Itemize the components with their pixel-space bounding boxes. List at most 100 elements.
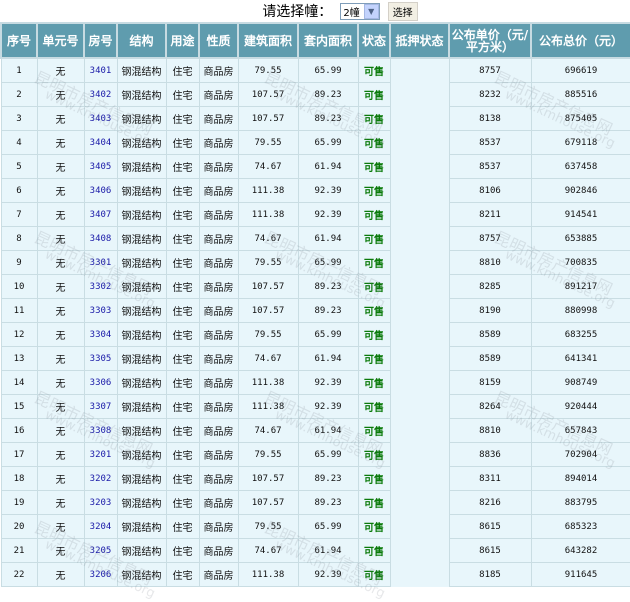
cell-total-price: 643282 xyxy=(530,538,630,563)
table-row: 15 无 3307 钢混结构 住宅 商品房 111.38 92.39 可售 8264 920444 xyxy=(0,394,630,419)
cell-mortgage xyxy=(389,226,450,251)
cell-status: 可售 xyxy=(357,442,391,467)
cell-seq: 18 xyxy=(0,466,38,491)
column-header-seq[interactable]: 序号 xyxy=(0,22,38,59)
cell-room[interactable]: 3403 xyxy=(83,106,118,131)
cell-room[interactable]: 3308 xyxy=(83,418,118,443)
cell-room[interactable]: 3205 xyxy=(83,538,118,563)
cell-room[interactable]: 3406 xyxy=(83,178,118,203)
cell-nature: 商品房 xyxy=(198,322,239,347)
cell-room[interactable]: 3305 xyxy=(83,346,118,371)
cell-total-price: 653885 xyxy=(530,226,630,251)
cell-unit: 无 xyxy=(36,274,85,299)
column-header-total-price[interactable]: 公布总价（元） xyxy=(530,22,630,59)
column-header-unit-price[interactable]: 公布单价（元/平方米） xyxy=(448,22,532,59)
cell-seq: 14 xyxy=(0,370,38,395)
cell-room[interactable]: 3304 xyxy=(83,322,118,347)
cell-mortgage xyxy=(389,370,450,395)
cell-status: 可售 xyxy=(357,274,391,299)
column-header-mortgage[interactable]: 抵押状态 xyxy=(389,22,450,59)
table-row: 10 无 3302 钢混结构 住宅 商品房 107.57 89.23 可售 8285 891217 xyxy=(0,274,630,299)
cell-nature: 商品房 xyxy=(198,274,239,299)
table-row: 19 无 3203 钢混结构 住宅 商品房 107.57 89.23 可售 8216 883795 xyxy=(0,490,630,515)
cell-unit-price: 8185 xyxy=(448,562,532,587)
cell-inner-area: 65.99 xyxy=(297,250,359,275)
cell-room[interactable]: 3303 xyxy=(83,298,118,323)
cell-unit-price: 8264 xyxy=(448,394,532,419)
column-header-inner-area[interactable]: 套内面积 xyxy=(297,22,359,59)
cell-nature: 商品房 xyxy=(198,130,239,155)
cell-room[interactable]: 3307 xyxy=(83,394,118,419)
cell-total-price: 679118 xyxy=(530,130,630,155)
cell-inner-area: 65.99 xyxy=(297,442,359,467)
column-header-status[interactable]: 状态 xyxy=(357,22,391,59)
column-header-unit[interactable]: 单元号 xyxy=(36,22,85,59)
cell-usage: 住宅 xyxy=(165,226,200,251)
chevron-down-icon[interactable]: ▼ xyxy=(363,3,379,19)
cell-room[interactable]: 3201 xyxy=(83,442,118,467)
cell-usage: 住宅 xyxy=(165,57,200,83)
cell-gross-area: 79.55 xyxy=(237,57,299,83)
cell-room[interactable]: 3405 xyxy=(83,154,118,179)
cell-seq: 4 xyxy=(0,130,38,155)
cell-room[interactable]: 3401 xyxy=(83,57,118,83)
cell-room[interactable]: 3302 xyxy=(83,274,118,299)
cell-total-price: 883795 xyxy=(530,490,630,515)
cell-room[interactable]: 3408 xyxy=(83,226,118,251)
cell-inner-area: 89.23 xyxy=(297,274,359,299)
table-row: 3 无 3403 钢混结构 住宅 商品房 107.57 89.23 可售 8138 875405 xyxy=(0,106,630,131)
cell-room[interactable]: 3402 xyxy=(83,82,118,107)
cell-unit-price: 8810 xyxy=(448,418,532,443)
cell-unit: 无 xyxy=(36,442,85,467)
column-header-structure[interactable]: 结构 xyxy=(116,22,167,59)
cell-usage: 住宅 xyxy=(165,106,200,131)
cell-nature: 商品房 xyxy=(198,466,239,491)
cell-room[interactable]: 3206 xyxy=(83,562,118,587)
cell-gross-area: 107.57 xyxy=(237,490,299,515)
cell-total-price: 875405 xyxy=(530,106,630,131)
cell-total-price: 908749 xyxy=(530,370,630,395)
table-row: 22 无 3206 钢混结构 住宅 商品房 111.38 92.39 可售 8185 911645 xyxy=(0,562,630,587)
cell-gross-area: 74.67 xyxy=(237,346,299,371)
cell-structure: 钢混结构 xyxy=(116,370,167,395)
cell-unit: 无 xyxy=(36,394,85,419)
cell-unit-price: 8810 xyxy=(448,250,532,275)
cell-room[interactable]: 3404 xyxy=(83,130,118,155)
housing-table: 序号 单元号 房号 结构 用途 性质 建筑面积 套内面积 状态 抵押状态 公布单价（元/平方米） 公布… xyxy=(0,22,630,587)
cell-mortgage xyxy=(389,322,450,347)
column-header-room[interactable]: 房号 xyxy=(83,22,118,59)
cell-unit: 无 xyxy=(36,226,85,251)
cell-room[interactable]: 3202 xyxy=(83,466,118,491)
cell-room[interactable]: 3204 xyxy=(83,514,118,539)
table-row: 1 无 3401 钢混结构 住宅 商品房 79.55 65.99 可售 8757 696619 xyxy=(0,57,630,83)
select-button[interactable]: 选择 xyxy=(387,1,418,21)
cell-status: 可售 xyxy=(357,562,391,587)
cell-inner-area: 92.39 xyxy=(297,562,359,587)
cell-seq: 7 xyxy=(0,202,38,227)
cell-gross-area: 79.55 xyxy=(237,250,299,275)
table-header-row: 序号 单元号 房号 结构 用途 性质 建筑面积 套内面积 状态 抵押状态 公布单价（元/平方米） 公布… xyxy=(0,22,630,59)
cell-total-price: 880998 xyxy=(530,298,630,323)
table-row: 9 无 3301 钢混结构 住宅 商品房 79.55 65.99 可售 8810 700835 xyxy=(0,250,630,275)
cell-total-price: 902846 xyxy=(530,178,630,203)
cell-gross-area: 107.57 xyxy=(237,82,299,107)
building-dropdown[interactable]: 2幢 ▼ xyxy=(340,2,380,20)
cell-gross-area: 74.67 xyxy=(237,538,299,563)
table-row: 14 无 3306 钢混结构 住宅 商品房 111.38 92.39 可售 8159 908749 xyxy=(0,370,630,395)
cell-room[interactable]: 3203 xyxy=(83,490,118,515)
cell-structure: 钢混结构 xyxy=(116,538,167,563)
cell-mortgage xyxy=(389,154,450,179)
cell-room[interactable]: 3306 xyxy=(83,370,118,395)
cell-usage: 住宅 xyxy=(165,202,200,227)
cell-structure: 钢混结构 xyxy=(116,57,167,83)
cell-room[interactable]: 3301 xyxy=(83,250,118,275)
column-header-nature[interactable]: 性质 xyxy=(198,22,239,59)
column-header-usage[interactable]: 用途 xyxy=(165,22,200,59)
cell-room[interactable]: 3407 xyxy=(83,202,118,227)
cell-unit: 无 xyxy=(36,490,85,515)
cell-status: 可售 xyxy=(357,418,391,443)
column-header-gross-area[interactable]: 建筑面积 xyxy=(237,22,299,59)
cell-seq: 22 xyxy=(0,562,38,587)
table-row: 12 无 3304 钢混结构 住宅 商品房 79.55 65.99 可售 8589 683255 xyxy=(0,322,630,347)
cell-unit-price: 8138 xyxy=(448,106,532,131)
